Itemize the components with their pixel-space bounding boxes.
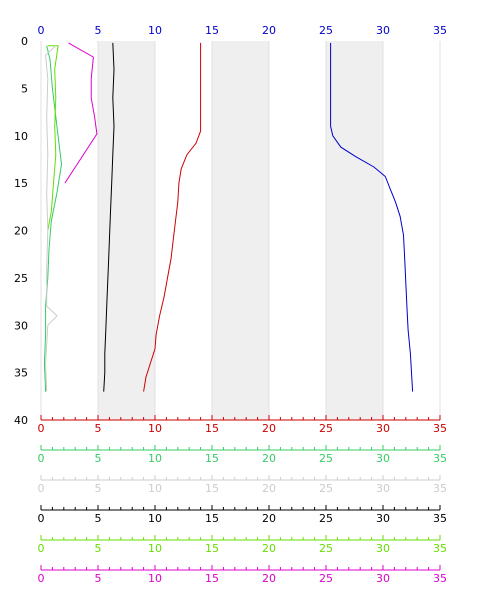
bottom-axis-3: 0 5 10 15 20 25 30 35 bbox=[38, 505, 447, 525]
bottom-axis-label: 35 bbox=[433, 542, 447, 555]
top-axis-label: 15 bbox=[205, 24, 219, 37]
y-axis-label: 20 bbox=[14, 225, 28, 238]
bottom-axis-label: 10 bbox=[148, 452, 162, 465]
top-axis-label: 35 bbox=[433, 24, 447, 37]
bottom-axis-label: 5 bbox=[95, 482, 102, 495]
bottom-axis-label: 20 bbox=[262, 512, 276, 525]
bottom-axis-label: 15 bbox=[205, 422, 219, 435]
bottom-axis-label: 10 bbox=[148, 542, 162, 555]
y-axis-label: 25 bbox=[14, 272, 28, 285]
bottom-axis-label: 5 bbox=[95, 422, 102, 435]
shaded-band-1 bbox=[212, 41, 269, 420]
bottom-axis-5: 0 5 10 15 20 25 30 35 bbox=[38, 565, 447, 585]
bottom-axis-label: 30 bbox=[376, 422, 390, 435]
bottom-axis-label: 5 bbox=[95, 512, 102, 525]
top-axis-label: 20 bbox=[262, 24, 276, 37]
bottom-axis-label: 30 bbox=[376, 452, 390, 465]
top-axis-label: 30 bbox=[376, 24, 390, 37]
bottom-axis-label: 35 bbox=[433, 572, 447, 585]
bottom-axis-label: 20 bbox=[262, 482, 276, 495]
y-axis-label: 5 bbox=[21, 82, 28, 95]
bottom-axis-label: 15 bbox=[205, 572, 219, 585]
bottom-axis-label: 0 bbox=[38, 482, 45, 495]
series-line-4 bbox=[43, 45, 63, 392]
series-line-3 bbox=[64, 42, 98, 184]
y-axis-label: 15 bbox=[14, 177, 28, 190]
shaded-band-2 bbox=[326, 41, 383, 420]
bottom-axis-label: 0 bbox=[38, 452, 45, 465]
series-line-6 bbox=[45, 45, 58, 392]
top-axis-label: 0 bbox=[38, 24, 45, 37]
bottom-axis-label: 35 bbox=[433, 422, 447, 435]
series-line-1 bbox=[143, 42, 202, 392]
bottom-axis-label: 0 bbox=[38, 422, 45, 435]
y-axis-label: 40 bbox=[14, 414, 28, 427]
bottom-axis-1: 0 5 10 15 20 25 30 35 bbox=[38, 445, 447, 465]
series-line-5 bbox=[47, 45, 59, 231]
bottom-axis-label: 5 bbox=[95, 452, 102, 465]
bottom-axis-label: 10 bbox=[148, 422, 162, 435]
top-axis-label: 5 bbox=[95, 24, 102, 37]
y-axis-label: 30 bbox=[14, 319, 28, 332]
bottom-axis-label: 5 bbox=[95, 572, 102, 585]
bottom-axis-label: 25 bbox=[319, 572, 333, 585]
bottom-axis-0: 0 5 10 15 20 25 30 35 bbox=[38, 415, 447, 435]
bottom-axis-label: 30 bbox=[376, 572, 390, 585]
bottom-axis-label: 25 bbox=[319, 482, 333, 495]
y-axis-label: 10 bbox=[14, 130, 28, 143]
top-axis-label: 10 bbox=[148, 24, 162, 37]
bottom-axis-label: 25 bbox=[319, 512, 333, 525]
bottom-axis-label: 30 bbox=[376, 482, 390, 495]
bottom-axis-label: 15 bbox=[205, 512, 219, 525]
series-line-2 bbox=[103, 42, 115, 392]
bottom-axis-label: 5 bbox=[95, 542, 102, 555]
bottom-axis-2: 0 5 10 15 20 25 30 35 bbox=[38, 475, 447, 495]
y-axis-label: 0 bbox=[21, 35, 28, 48]
bottom-axis-label: 30 bbox=[376, 542, 390, 555]
bottom-axis-label: 15 bbox=[205, 452, 219, 465]
shaded-band-0 bbox=[98, 41, 155, 420]
bottom-axis-label: 10 bbox=[148, 482, 162, 495]
bottom-axis-label: 0 bbox=[38, 512, 45, 525]
bottom-axis-label: 15 bbox=[205, 482, 219, 495]
bottom-axis-label: 15 bbox=[205, 542, 219, 555]
series-line-0 bbox=[330, 42, 414, 392]
bottom-axis-label: 20 bbox=[262, 572, 276, 585]
bottom-axis-label: 0 bbox=[38, 572, 45, 585]
bottom-axis-4: 0 5 10 15 20 25 30 35 bbox=[38, 535, 447, 555]
bottom-axis-label: 10 bbox=[148, 512, 162, 525]
bottom-axis-label: 35 bbox=[433, 512, 447, 525]
bottom-axis-label: 0 bbox=[38, 542, 45, 555]
bottom-axis-label: 25 bbox=[319, 422, 333, 435]
bottom-axis-label: 35 bbox=[433, 482, 447, 495]
bottom-axis-label: 25 bbox=[319, 452, 333, 465]
bottom-axis-label: 25 bbox=[319, 542, 333, 555]
bottom-axis-label: 20 bbox=[262, 422, 276, 435]
bottom-axis-label: 35 bbox=[433, 452, 447, 465]
y-axis-label: 35 bbox=[14, 367, 28, 380]
top-axis-label: 25 bbox=[319, 24, 333, 37]
bottom-axis-label: 20 bbox=[262, 452, 276, 465]
bottom-axis-label: 30 bbox=[376, 512, 390, 525]
bottom-axis-label: 10 bbox=[148, 572, 162, 585]
bottom-axis-label: 20 bbox=[262, 542, 276, 555]
